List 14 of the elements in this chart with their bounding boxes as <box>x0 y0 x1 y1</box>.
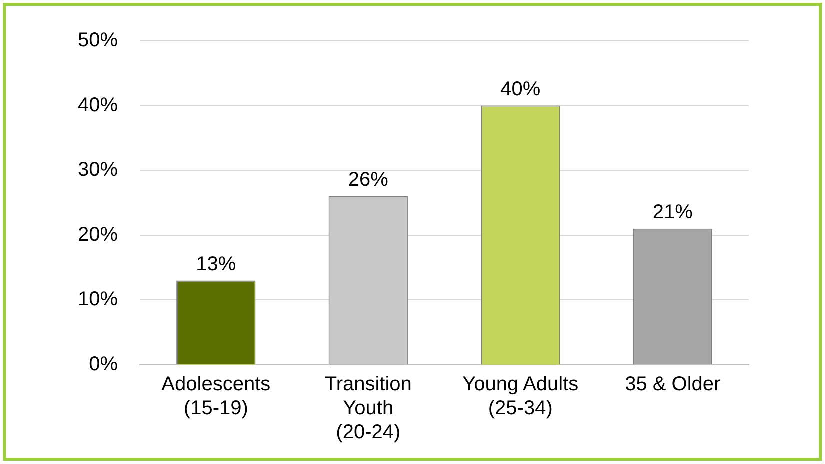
y-tick-label: 30% <box>78 159 118 182</box>
y-tick-label: 0% <box>89 354 118 376</box>
y-tick-label: 10% <box>78 288 118 311</box>
x-tick-label: Young Adults (25-34) <box>462 374 579 420</box>
data-label: 13% <box>196 253 236 276</box>
data-label: 21% <box>652 201 694 224</box>
y-tick-label: 20% <box>78 224 118 246</box>
y-tick-label: 50% <box>78 30 118 52</box>
data-label: 40% <box>500 78 541 100</box>
y-tick-label: 40% <box>78 94 118 116</box>
x-tick-label: Adolescents (15-19) <box>162 374 271 420</box>
x-tick-label: 35 & Older <box>625 374 722 396</box>
x-tick-label: Transition Youth (20-24) <box>324 374 412 444</box>
data-label: 26% <box>348 169 389 192</box>
